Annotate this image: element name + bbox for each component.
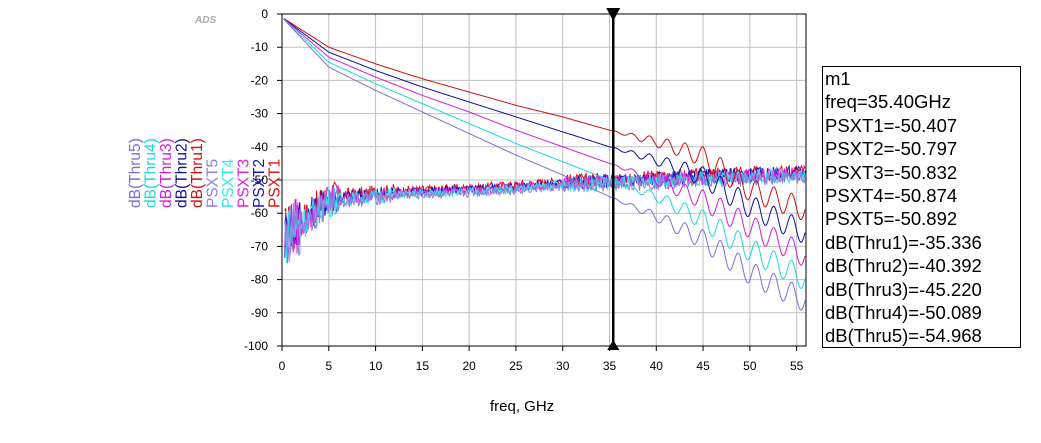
y-tick-label: -80	[251, 273, 269, 287]
marker-readout-line: m1	[825, 68, 851, 89]
marker-readout-line: dB(Thru3)=-45.220	[825, 278, 982, 300]
marker-readout-line: dB(Thru1)=-35.336	[825, 231, 982, 253]
x-tick-label: 0	[279, 359, 286, 373]
legend-entry-psxt1: PSXT1	[267, 159, 284, 208]
y-tick-label: -70	[251, 239, 269, 253]
series-line-dbthru2	[283, 18, 806, 243]
marker-bottom-triangle[interactable]	[607, 340, 620, 350]
x-tick-label: 30	[556, 359, 570, 373]
x-tick-label: 5	[325, 359, 332, 373]
x-axis: 0 5 10 15 20 25 30 35 40 45 50 55	[279, 346, 804, 373]
y-tick-label: -90	[251, 306, 269, 320]
series-line-dbthru3	[283, 18, 806, 266]
marker-readout-line: PSXT4=-50.874	[825, 185, 958, 207]
legend-entry-psxt5: PSXT5	[205, 159, 222, 208]
series-group	[283, 18, 806, 311]
x-tick-label: 35	[603, 359, 617, 373]
y-tick-label: -20	[251, 73, 269, 87]
legend-entry-dbthru4: dB(Thru4)	[143, 138, 160, 208]
x-tick-label: 15	[416, 359, 430, 373]
y-axis: 0 -10 -20 -30 -40 -50 -60 -70 -80 -90 -100	[244, 7, 282, 353]
marker-readout-line: dB(Thru5)=-54.968	[825, 325, 982, 347]
y-tick-label: -50	[251, 173, 269, 187]
marker-top-triangle[interactable]	[606, 8, 621, 21]
x-axis-label: freq, GHz	[490, 398, 555, 415]
y-tick-label: -40	[251, 140, 269, 154]
series-line-dbthru1	[283, 18, 806, 220]
marker-readout-line: freq=35.40GHz	[825, 91, 951, 113]
marker-readout-line: PSXT5=-50.892	[825, 208, 958, 230]
x-tick-label: 40	[650, 359, 664, 373]
x-tick-label: 45	[696, 359, 710, 373]
y-tick-label: -30	[251, 107, 269, 121]
ads-watermark: ADS	[195, 15, 217, 26]
legend-entry-dbthru1: dB(Thru1)	[189, 138, 206, 208]
legend-entry-dbthru2: dB(Thru2)	[174, 138, 191, 208]
marker-readout-line: PSXT1=-50.407	[825, 114, 958, 136]
y-tick-label: -60	[251, 206, 269, 220]
legend: dB(Thru5)dB(Thru4)dB(Thru3)dB(Thru2)dB(T…	[127, 138, 284, 208]
y-tick-label: -10	[251, 40, 269, 54]
marker-readout-box[interactable]: m1 freq=35.40GHz PSXT1=-50.407 PSXT2=-50.79…	[822, 66, 1021, 348]
grid	[281, 13, 807, 347]
marker-readout-line: dB(Thru2)=-40.392	[825, 255, 982, 277]
legend-entry-psxt4: PSXT4	[220, 159, 237, 208]
marker-readout-line: PSXT2=-50.797	[825, 138, 958, 160]
series-line-dbthru5	[283, 18, 806, 311]
x-tick-label: 25	[509, 359, 523, 373]
x-tick-label: 10	[369, 359, 383, 373]
series-line-dbthru4	[283, 18, 806, 289]
legend-entry-dbthru5: dB(Thru5)	[127, 138, 144, 208]
marker-m1[interactable]	[606, 8, 621, 350]
y-tick-label: 0	[261, 7, 268, 21]
marker-readout-line: PSXT3=-50.832	[825, 161, 958, 183]
y-tick-label: -100	[244, 339, 268, 353]
legend-entry-dbthru3: dB(Thru3)	[158, 138, 175, 208]
x-tick-label: 55	[790, 359, 804, 373]
x-tick-label: 50	[743, 359, 757, 373]
marker-readout-line: dB(Thru4)=-50.089	[825, 302, 982, 324]
legend-entry-psxt2: PSXT2	[251, 159, 268, 208]
x-tick-label: 20	[462, 359, 476, 373]
legend-entry-psxt3: PSXT3	[236, 159, 253, 208]
